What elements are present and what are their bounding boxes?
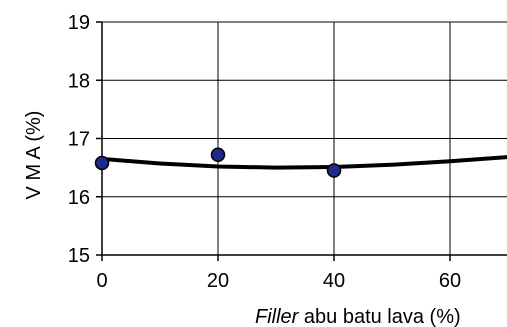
data-point [210,147,226,163]
data-points [94,147,342,178]
x-tick-label: 40 [323,270,345,292]
y-tick-label: 18 [68,70,90,92]
data-point [326,163,342,178]
y-tick-label: 16 [68,187,90,209]
x-axis-label-italic: Filler [255,306,300,327]
trendline [102,155,507,170]
axes [96,21,507,261]
y-tick-label: 19 [68,12,90,34]
x-tick-label: 20 [207,270,229,292]
trendline-layer [102,155,507,170]
grid [102,21,507,255]
y-axis-label: V M A (%) [23,111,45,200]
x-tick-label: 60 [439,270,461,292]
y-tick-label: 17 [68,129,90,151]
x-axis-label: Filler abu batu lava (%) [255,306,461,327]
data-point [94,155,110,171]
y-tick-label: 15 [68,245,90,267]
x-tick-label: 0 [96,270,107,292]
tick-labels: 15 16 17 18 19 0 20 40 60 [68,12,461,292]
x-axis-label-rest: abu batu lava (%) [298,306,460,327]
